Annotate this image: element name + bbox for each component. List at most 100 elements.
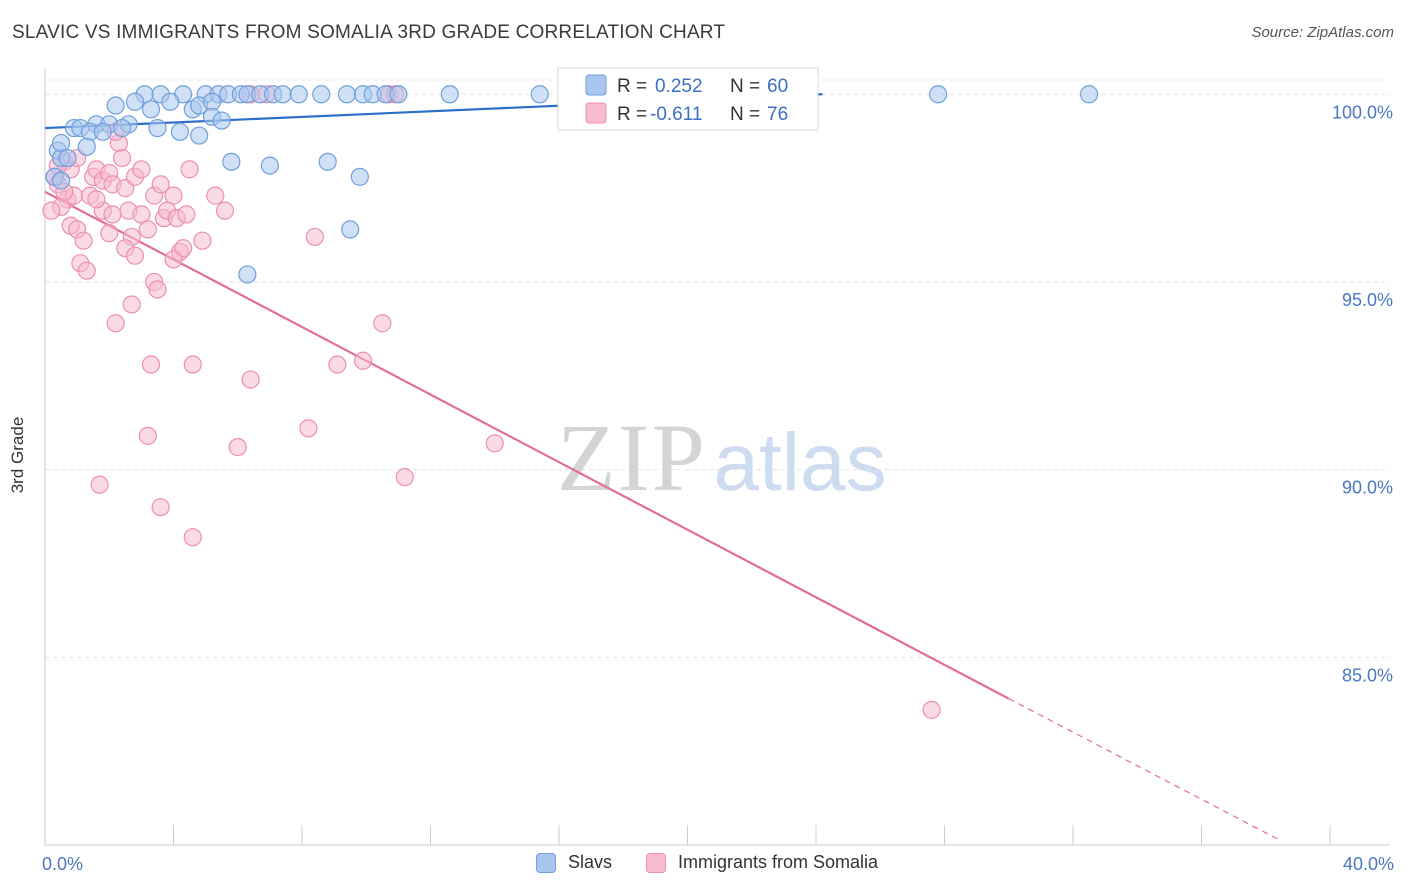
data-point: [148, 118, 167, 138]
legend-r-value-slavs: 0.252: [655, 76, 703, 97]
data-point: [193, 231, 212, 250]
legend-swatch-somalia: [585, 102, 607, 124]
bottom-legend-item-somalia: Immigrants from Somalia: [646, 852, 878, 873]
watermark-atlas: atlas: [713, 417, 886, 508]
data-point: [90, 475, 109, 494]
data-point: [170, 122, 190, 141]
data-point: [928, 85, 948, 104]
y-tick-label: 85.0%: [1342, 665, 1393, 685]
data-point: [328, 355, 347, 374]
data-point: [530, 85, 549, 104]
data-point: [106, 96, 125, 115]
legend-r-value-somalia: -0.611: [650, 104, 702, 125]
data-point: [106, 314, 125, 333]
data-point: [395, 468, 414, 487]
data-point: [77, 261, 96, 280]
data-point: [51, 133, 71, 153]
y-tick-label: 90.0%: [1342, 478, 1393, 498]
data-point: [241, 370, 260, 389]
data-point: [141, 100, 161, 119]
bottom-legend: Slavs Immigrants from Somalia: [0, 852, 1406, 878]
correlation-legend: R = 0.252 N = 60 R = -0.611 N = 76: [557, 67, 819, 131]
bottom-legend-swatch-slavs: [536, 852, 556, 873]
chart-source: Source: ZipAtlas.com: [1251, 24, 1394, 41]
data-point: [183, 528, 202, 547]
data-point: [87, 190, 106, 209]
data-point: [190, 126, 209, 145]
grid-lines: [45, 79, 1390, 658]
bottom-legend-label-slavs: Slavs: [568, 852, 613, 872]
data-point: [148, 280, 167, 299]
data-point: [1079, 85, 1099, 104]
data-point: [103, 205, 122, 224]
data-point: [222, 152, 241, 171]
trend-line-extension: [1008, 698, 1283, 842]
chart-title: SLAVIC VS IMMIGRANTS FROM SOMALIA 3RD GR…: [12, 22, 726, 43]
legend-n-value-somalia: 76: [767, 104, 788, 125]
x-tick-label: 0.0%: [42, 854, 83, 874]
data-point: [100, 224, 119, 243]
data-point: [42, 201, 61, 220]
data-point: [93, 122, 112, 141]
data-point: [228, 438, 247, 457]
bottom-legend-item-slavs: Slavs: [536, 852, 612, 873]
data-point: [485, 434, 504, 453]
data-point: [350, 167, 369, 186]
data-point: [238, 265, 257, 284]
data-point: [132, 160, 151, 179]
data-point: [112, 118, 132, 138]
data-point: [51, 171, 71, 190]
legend-n-value-slavs: 60: [767, 76, 788, 97]
x-tick-label: 40.0%: [1343, 854, 1394, 874]
watermark: ZIP atlas: [557, 404, 887, 511]
data-point: [389, 85, 408, 104]
data-point: [373, 314, 392, 333]
data-point: [138, 220, 157, 239]
data-point: [183, 355, 202, 374]
data-points: [42, 85, 1099, 719]
bottom-legend-label-somalia: Immigrants from Somalia: [678, 852, 879, 872]
data-point: [180, 160, 199, 179]
tick-labels: 100.0% 95.0% 90.0% 85.0% 0.0% 40.0%: [42, 102, 1394, 874]
data-point: [58, 148, 77, 168]
y-tick-label: 100.0%: [1332, 102, 1393, 122]
data-point: [112, 148, 132, 168]
legend-r-label-slavs: R =: [617, 76, 647, 97]
data-point: [141, 355, 161, 374]
data-point: [312, 85, 331, 104]
data-point: [299, 419, 318, 438]
data-point: [440, 85, 459, 104]
data-point: [164, 250, 183, 269]
legend-swatch-slavs: [585, 74, 607, 96]
legend-n-label-somalia: N =: [730, 104, 760, 125]
data-point: [341, 220, 360, 239]
data-point: [337, 85, 357, 104]
data-point: [206, 186, 225, 205]
data-point: [289, 85, 308, 104]
legend-n-label-slavs: N =: [730, 76, 760, 97]
data-point: [151, 498, 170, 517]
data-point: [138, 426, 157, 445]
y-tick-label: 95.0%: [1342, 290, 1393, 310]
data-point: [177, 205, 196, 224]
axes: [44, 68, 1390, 846]
data-point: [922, 700, 941, 719]
data-point: [132, 205, 151, 224]
data-point: [353, 351, 373, 370]
legend-r-label-somalia: R =: [617, 104, 647, 125]
bottom-legend-swatch-somalia: [646, 852, 666, 873]
data-point: [273, 85, 292, 104]
data-point: [151, 175, 170, 194]
data-point: [77, 137, 96, 156]
data-point: [161, 92, 180, 111]
data-point: [305, 227, 324, 247]
data-point: [125, 246, 145, 265]
watermark-zip: ZIP: [557, 404, 707, 511]
data-point: [74, 231, 93, 250]
data-point: [212, 111, 231, 130]
trend-line: [44, 190, 1010, 700]
data-point: [125, 92, 145, 111]
data-point: [122, 295, 141, 314]
data-point: [260, 156, 279, 175]
